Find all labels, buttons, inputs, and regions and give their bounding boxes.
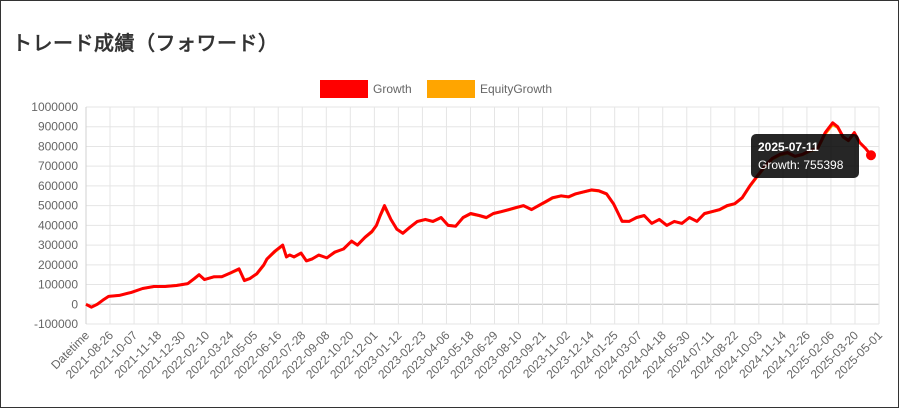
series-lines bbox=[85, 121, 876, 309]
y-tick-label: 700000 bbox=[38, 159, 78, 173]
y-tick-label: 500000 bbox=[38, 199, 78, 213]
grid bbox=[85, 106, 880, 325]
y-tick-label: 1000000 bbox=[31, 100, 78, 114]
series-line-growth[interactable] bbox=[85, 121, 873, 309]
y-axis: 1000000900000800000700000600000500000400… bbox=[31, 100, 78, 331]
tooltip-body: Growth: 755398 bbox=[758, 158, 844, 172]
tooltip: 2025-07-11 Growth: 755398 bbox=[751, 134, 859, 178]
y-tick-label: 300000 bbox=[38, 238, 78, 252]
hover-point[interactable] bbox=[866, 150, 876, 161]
x-axis: Datetime2021-08-262021-10-072021-11-1820… bbox=[48, 328, 885, 382]
tooltip-box bbox=[751, 134, 859, 178]
y-tick-label: 600000 bbox=[38, 179, 78, 193]
legend: Growth EquityGrowth bbox=[320, 80, 552, 98]
y-tick-label: 200000 bbox=[38, 258, 78, 272]
y-tick-label: 800000 bbox=[38, 139, 78, 153]
legend-swatch-equitygrowth[interactable] bbox=[427, 80, 475, 98]
y-tick-label: 0 bbox=[71, 297, 78, 311]
y-tick-label: 400000 bbox=[38, 218, 78, 232]
y-tick-label: -100000 bbox=[34, 317, 78, 331]
page-title: トレード成績（フォワード） bbox=[12, 31, 279, 55]
y-tick-label: 100000 bbox=[38, 278, 78, 292]
y-tick-label: 900000 bbox=[38, 120, 78, 134]
tooltip-title: 2025-07-11 bbox=[758, 140, 819, 154]
legend-label-growth[interactable]: Growth bbox=[373, 82, 412, 96]
legend-label-equitygrowth[interactable]: EquityGrowth bbox=[480, 82, 552, 96]
legend-swatch-growth[interactable] bbox=[320, 80, 368, 98]
